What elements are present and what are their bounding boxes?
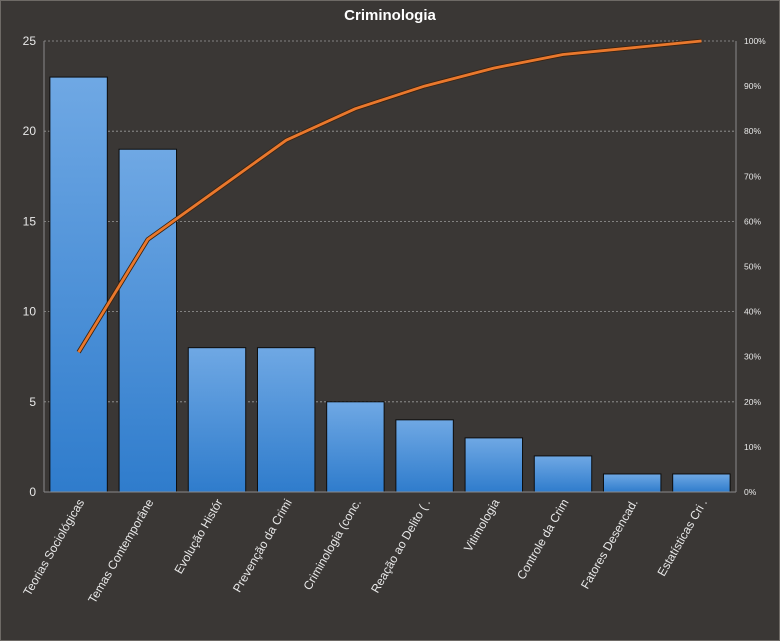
left-tick-label: 25 bbox=[23, 34, 37, 48]
bar bbox=[118, 148, 178, 493]
bar bbox=[672, 473, 731, 493]
cumulative-line-series bbox=[76, 38, 702, 354]
category-label: Teorias Sociológicas bbox=[20, 497, 87, 599]
bar-series bbox=[49, 76, 731, 493]
bar bbox=[187, 347, 247, 493]
cumulative-line bbox=[77, 39, 702, 353]
right-tick-label: 20% bbox=[744, 397, 761, 407]
right-tick-label: 40% bbox=[744, 307, 761, 317]
bar bbox=[256, 347, 316, 493]
right-tick-label: 0% bbox=[744, 487, 757, 497]
left-tick-label: 0 bbox=[29, 485, 36, 499]
right-tick-label: 30% bbox=[744, 352, 761, 362]
category-label: Controle da Crim bbox=[514, 497, 571, 583]
right-tick-label: 80% bbox=[744, 126, 761, 136]
right-axis: 0% 10% 20% 30% 40% 50% 60% 70% 80% 90% 100% bbox=[735, 36, 766, 497]
category-label: Temas Contemporâne bbox=[85, 496, 156, 606]
category-label: Evolução Histór bbox=[171, 497, 225, 577]
right-tick-label: 50% bbox=[744, 262, 761, 272]
chart-title: Criminologia bbox=[344, 7, 436, 24]
category-label: Estatísticas Cri . bbox=[655, 497, 710, 579]
bar bbox=[395, 419, 454, 493]
right-tick-label: 70% bbox=[744, 171, 761, 181]
bar bbox=[326, 401, 385, 493]
bar bbox=[602, 473, 662, 493]
left-tick-label: 15 bbox=[23, 214, 37, 228]
right-tick-label: 10% bbox=[744, 442, 761, 452]
left-tick-label: 10 bbox=[23, 305, 37, 319]
right-tick-label: 60% bbox=[744, 216, 761, 226]
right-tick-label: 100% bbox=[744, 36, 766, 46]
left-axis: 0 5 10 15 20 25 bbox=[23, 34, 45, 499]
category-label: Vitimologia bbox=[461, 496, 503, 554]
bar bbox=[533, 455, 593, 493]
left-tick-label: 5 bbox=[29, 395, 36, 409]
category-label: Prevenção da Crimi bbox=[230, 497, 295, 595]
category-label: Reação ao Delito ( . bbox=[368, 496, 433, 595]
bar bbox=[464, 437, 524, 493]
gridlines bbox=[44, 40, 736, 403]
right-tick-label: 90% bbox=[744, 81, 761, 91]
bar bbox=[49, 76, 108, 493]
category-label: Fatores Desencad. bbox=[578, 497, 641, 592]
category-label: Criminologia (conc. bbox=[301, 497, 364, 593]
left-tick-label: 20 bbox=[23, 124, 37, 138]
